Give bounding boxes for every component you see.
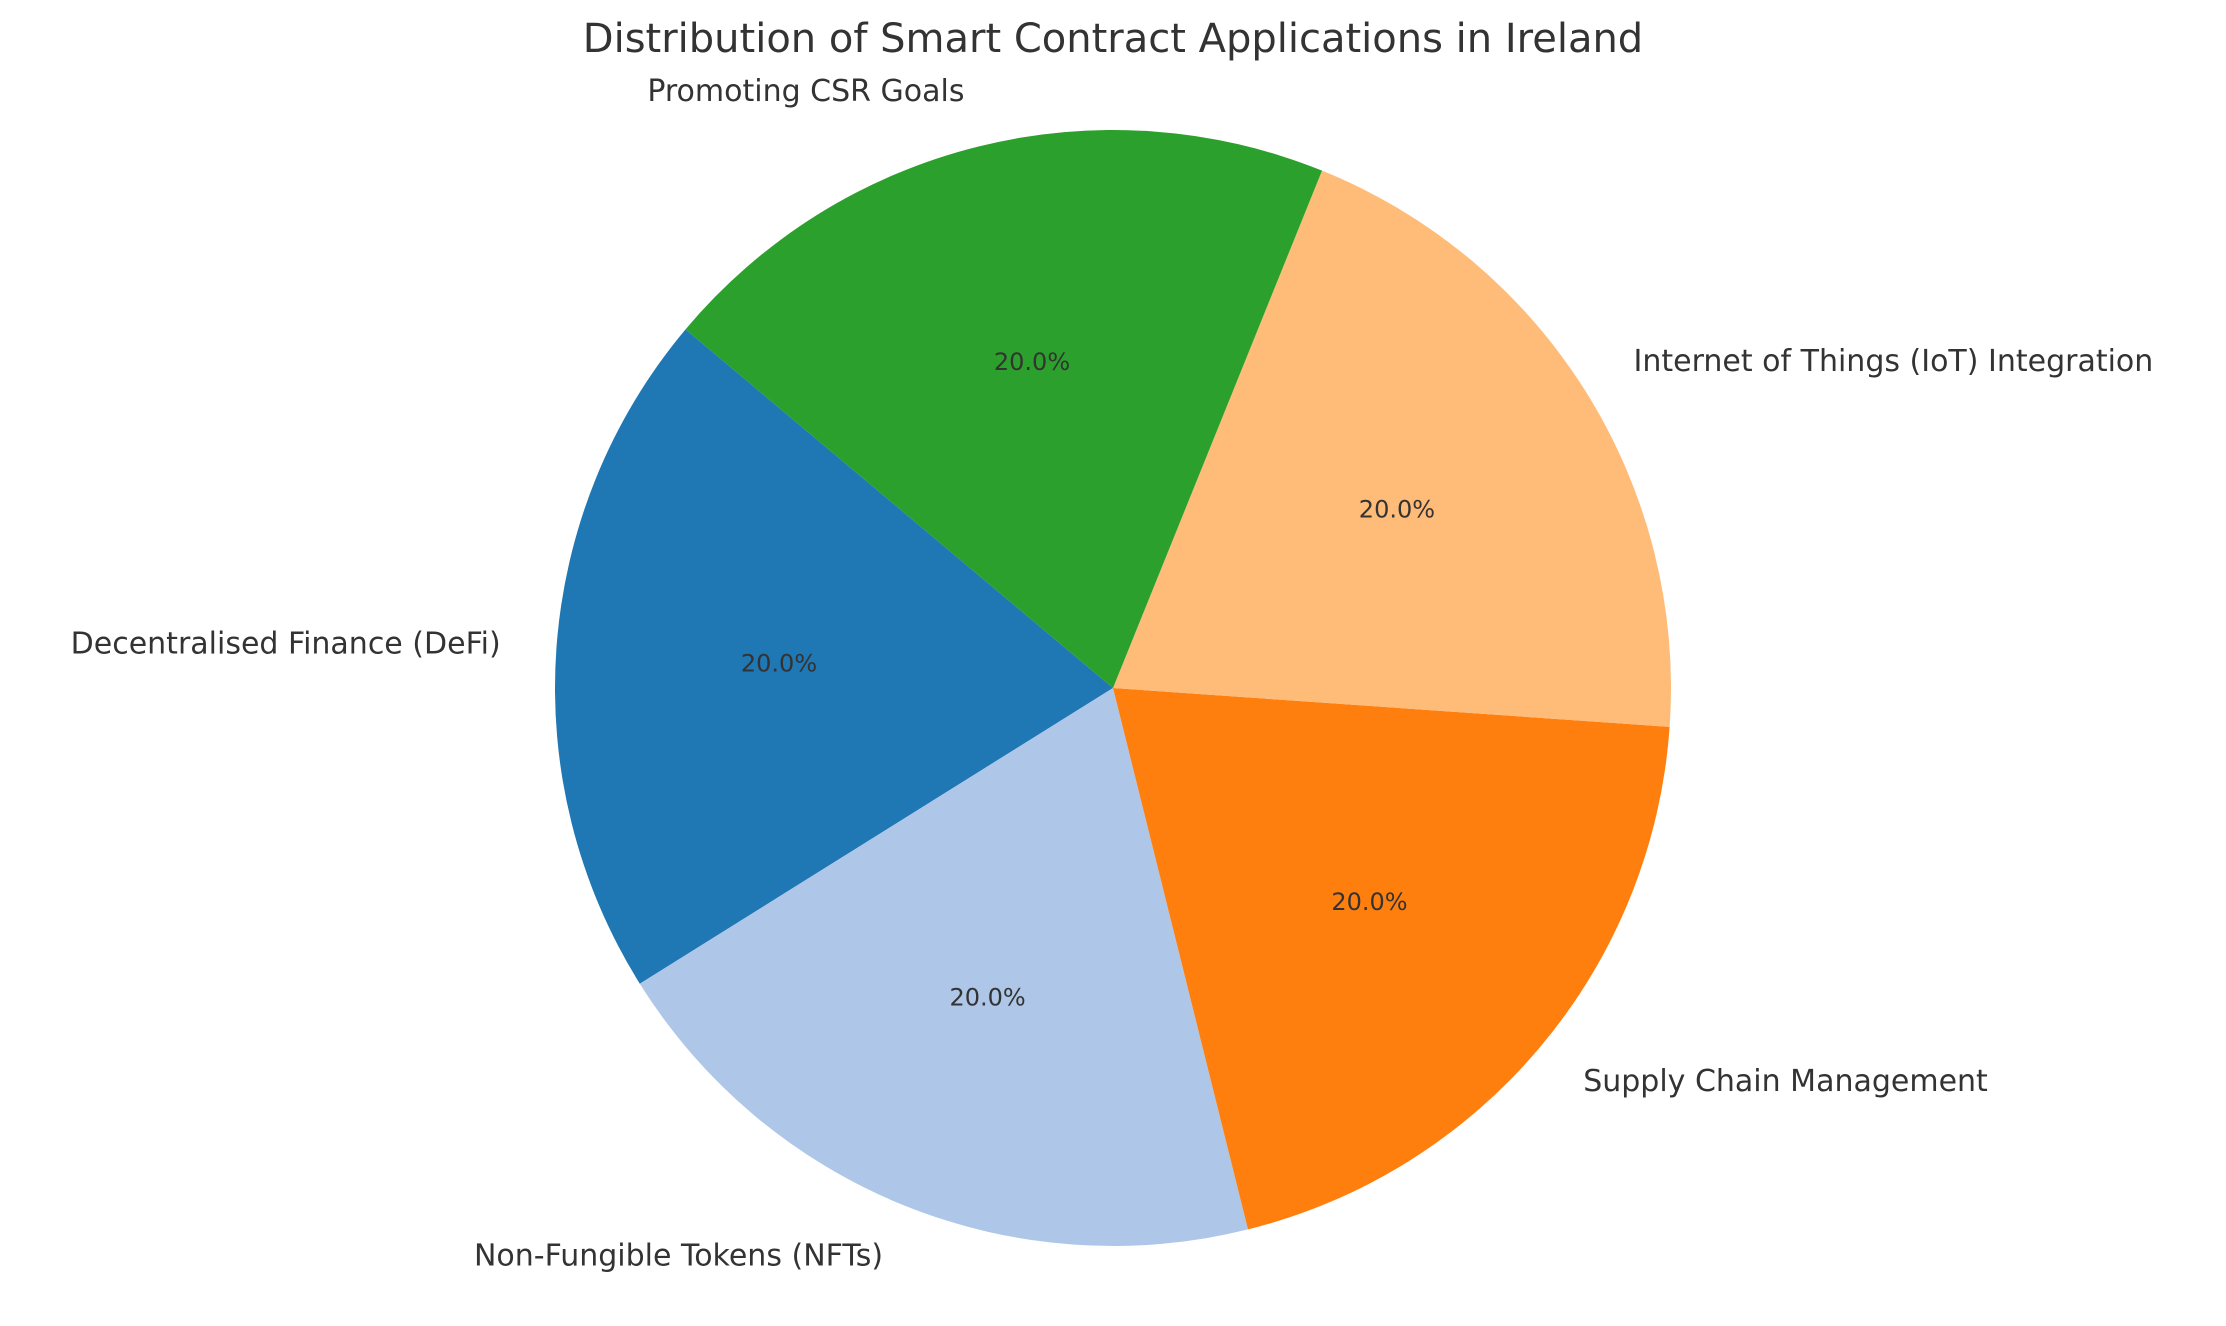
slice-label-supply-chain-management: Supply Chain Management bbox=[1583, 1064, 1988, 1099]
pie-percent-labels: 20.0% 20.0% 20.0% 20.0% 20.0% bbox=[741, 348, 1435, 1011]
percent-label-internet-of-things-iot-integration: 20.0% bbox=[1359, 496, 1435, 524]
pie-slices bbox=[555, 129, 1671, 1247]
percent-label-non-fungible-tokens-nfts: 20.0% bbox=[949, 983, 1025, 1011]
slice-label-non-fungible-tokens-nfts: Non-Fungible Tokens (NFTs) bbox=[474, 1239, 883, 1274]
slice-label-promoting-csr-goals: Promoting CSR Goals bbox=[647, 74, 964, 109]
slice-label-decentralised-finance-defi: Decentralised Finance (DeFi) bbox=[71, 627, 501, 662]
percent-label-promoting-csr-goals: 20.0% bbox=[994, 348, 1070, 376]
chart-title: Distribution of Smart Contract Applicati… bbox=[583, 16, 1643, 62]
pie-slice-internet-of-things-iot-integration bbox=[1113, 170, 1671, 727]
pie-slice-supply-chain-management bbox=[1113, 688, 1670, 1230]
percent-label-supply-chain-management: 20.0% bbox=[1331, 888, 1407, 916]
pie-slice-decentralised-finance-defi bbox=[555, 329, 1113, 984]
pie-slice-non-fungible-tokens-nfts bbox=[639, 688, 1248, 1247]
pie-slice-labels: Decentralised Finance (DeFi) Non-Fungible… bbox=[71, 74, 2154, 1274]
slice-label-internet-of-things-iot-integration: Internet of Things (IoT) Integration bbox=[1634, 344, 2154, 379]
percent-label-decentralised-finance-defi: 20.0% bbox=[741, 650, 817, 678]
pie-slice-promoting-csr-goals bbox=[685, 129, 1323, 689]
